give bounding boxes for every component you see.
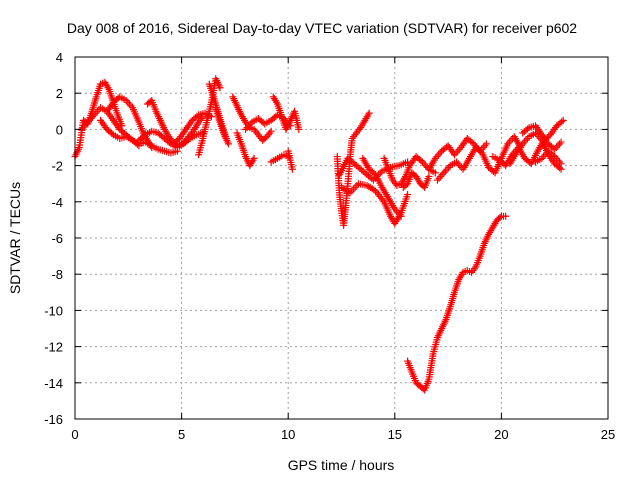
series-9 — [212, 104, 233, 148]
x-tick-label: 5 — [178, 427, 185, 442]
series-13 — [269, 93, 303, 133]
data-point — [295, 125, 303, 133]
x-tick-label: 20 — [494, 427, 508, 442]
y-tick-label: -12 — [44, 340, 63, 355]
y-tick-label: -4 — [51, 195, 63, 210]
data-point — [140, 132, 148, 140]
y-tick-label: 4 — [56, 50, 63, 65]
data-point — [552, 144, 560, 151]
series-19 — [359, 154, 405, 220]
data-point — [397, 212, 405, 220]
y-tick-label: 2 — [56, 86, 63, 101]
y-tick-label: 0 — [56, 122, 63, 137]
data-point — [216, 84, 224, 92]
data-point — [185, 136, 193, 144]
series-6 — [169, 109, 215, 148]
data-point — [420, 160, 428, 168]
data-point — [435, 151, 443, 159]
data-point — [557, 160, 565, 168]
data-point — [549, 151, 557, 159]
data-point — [108, 129, 116, 137]
data-point — [554, 156, 562, 164]
data-point — [267, 127, 275, 135]
data-point — [225, 140, 233, 148]
data-point — [481, 142, 489, 150]
data-point — [559, 116, 567, 124]
y-tick-label: -6 — [51, 231, 63, 246]
y-tick-label: -16 — [44, 412, 63, 427]
series-24 — [404, 212, 510, 394]
data-point — [522, 136, 530, 144]
series-27 — [519, 122, 565, 153]
y-tick-label: -8 — [51, 267, 63, 282]
data-point — [440, 169, 448, 177]
x-tick-label: 15 — [388, 427, 402, 442]
series-10 — [229, 93, 275, 144]
series-7 — [195, 75, 224, 159]
series-3 — [103, 93, 156, 151]
data-point — [555, 164, 563, 172]
data-point — [351, 183, 359, 191]
y-axis-label: SDTVAR / TECUs — [7, 182, 23, 294]
x-tick-label: 10 — [281, 427, 295, 442]
series-17 — [335, 154, 412, 184]
series-28 — [532, 147, 565, 168]
data-point — [441, 167, 449, 175]
series-18 — [338, 180, 412, 228]
data-point — [148, 144, 156, 151]
data-point — [436, 149, 444, 157]
data-point — [417, 157, 425, 165]
data-point — [435, 174, 443, 182]
data-point — [431, 169, 439, 177]
x-axis-label: GPS time / hours — [288, 457, 395, 473]
series-0 — [71, 78, 126, 161]
data-point — [558, 118, 566, 126]
data-point — [438, 171, 446, 179]
data-point — [433, 176, 441, 184]
data-point — [496, 213, 504, 221]
data-point — [454, 160, 462, 168]
data-point — [482, 140, 490, 148]
data-point — [468, 139, 476, 147]
data-point — [502, 212, 510, 220]
data-point — [524, 125, 532, 133]
data-point — [454, 147, 462, 155]
axis-ticks: 0 5 10 15 20 25 -16 -14 -12 -10 -8 -6 -4 -2 0 2 4 — [44, 50, 615, 442]
y-tick-label: -2 — [51, 159, 63, 174]
data-point — [437, 172, 445, 180]
data-point — [250, 154, 258, 162]
data-points — [71, 75, 567, 394]
data-point — [353, 182, 361, 190]
data-point — [344, 188, 352, 196]
y-tick-label: -10 — [44, 303, 63, 318]
data-point — [404, 191, 412, 199]
series-21 — [399, 169, 433, 191]
data-point — [365, 109, 373, 117]
data-point — [557, 138, 565, 146]
x-tick-label: 0 — [71, 427, 78, 442]
data-point — [288, 165, 296, 173]
x-tick-label: 25 — [601, 427, 615, 442]
data-point — [193, 112, 201, 120]
chart-title: Day 008 of 2016, Sidereal Day-to-day VTE… — [67, 20, 577, 36]
data-point — [555, 158, 563, 166]
series-15 — [284, 147, 296, 173]
y-tick-label: -14 — [44, 376, 63, 391]
data-point — [555, 140, 563, 148]
data-point — [425, 172, 433, 180]
data-point — [443, 165, 451, 173]
series-11 — [233, 129, 258, 170]
data-point — [125, 100, 133, 108]
